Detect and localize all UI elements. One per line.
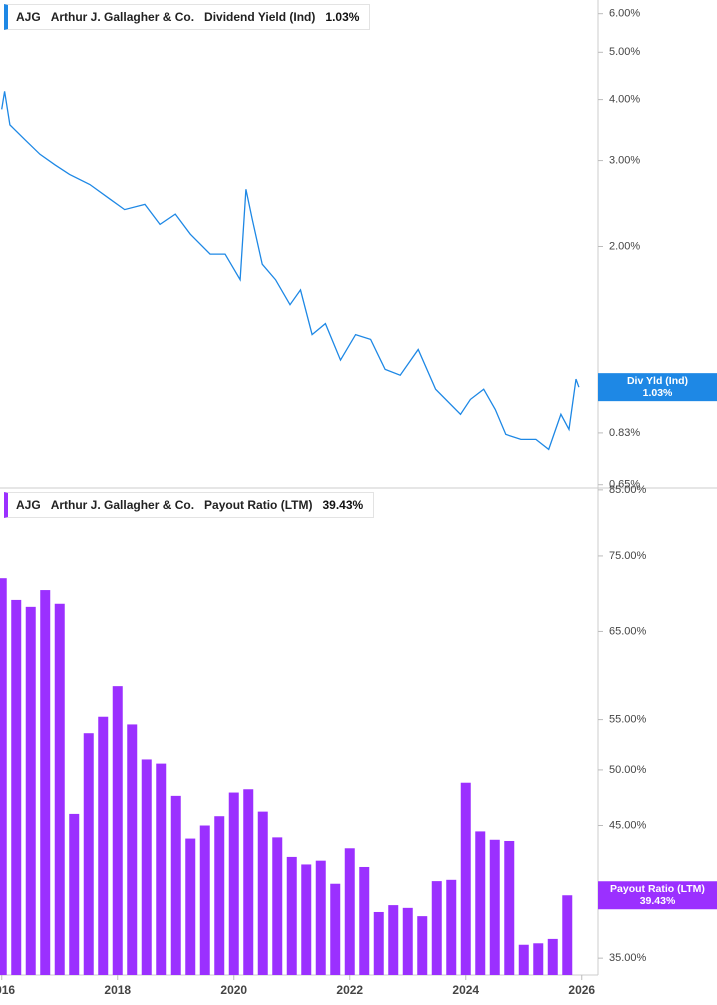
bar <box>25 606 36 975</box>
y-tick-label: 3.00% <box>609 154 640 166</box>
metric: Dividend Yield (Ind) <box>204 10 316 24</box>
bar <box>11 599 22 975</box>
bar <box>504 840 515 975</box>
bar <box>330 883 341 975</box>
company: Arthur J. Gallagher & Co. <box>50 498 195 512</box>
x-tick-label: 2024 <box>452 983 479 997</box>
y-tick-label: 0.65% <box>609 479 640 491</box>
y-tick-label: 55.00% <box>609 714 647 726</box>
value-tag <box>598 881 717 910</box>
y-tick-label: 75.00% <box>609 550 647 562</box>
bar <box>243 789 254 975</box>
bar <box>214 816 225 975</box>
company: Arthur J. Gallagher & Co. <box>50 10 195 24</box>
legend: AJG Arthur J. Gallagher & Co. Dividend Y… <box>4 4 371 30</box>
bar <box>301 864 312 975</box>
bar <box>199 825 210 975</box>
bar <box>547 938 558 975</box>
x-tick-label: 2020 <box>220 983 247 997</box>
bar <box>388 905 399 975</box>
y-tick-label: 6.00% <box>609 8 640 20</box>
bar <box>475 831 486 975</box>
ticker: AJG <box>16 10 41 24</box>
bar <box>40 590 51 975</box>
bar <box>373 911 384 975</box>
bar <box>489 839 500 975</box>
tag-value: 39.43% <box>640 895 676 907</box>
bar <box>127 724 138 975</box>
bar <box>112 686 123 975</box>
metric: Payout Ratio (LTM) <box>204 498 313 512</box>
yield-line <box>1 91 580 451</box>
y-tick-label: 4.00% <box>609 94 640 106</box>
bar <box>518 944 529 975</box>
y-tick-label: 45.00% <box>609 819 647 831</box>
legend: AJG Arthur J. Gallagher & Co. Payout Rat… <box>4 492 375 518</box>
bar <box>83 733 94 975</box>
bar <box>315 860 326 975</box>
bar <box>533 943 544 975</box>
bar <box>228 792 239 975</box>
y-tick-label: 50.00% <box>609 764 647 776</box>
bar <box>170 795 181 975</box>
bar <box>98 716 109 975</box>
bar <box>185 838 196 975</box>
x-tick-label: 2022 <box>336 983 363 997</box>
tag-value: 1.03% <box>643 387 673 399</box>
bar <box>417 916 428 975</box>
bar <box>460 782 471 975</box>
legend-value: 39.43% <box>322 498 364 512</box>
bar <box>257 811 268 975</box>
bar <box>402 907 413 975</box>
bar <box>431 881 442 975</box>
value-tag <box>598 373 717 402</box>
x-tick-label: 2016 <box>0 983 15 997</box>
y-tick-label: 65.00% <box>609 625 647 637</box>
y-tick-label: 85.00% <box>609 484 647 496</box>
tag-name: Div Yld (Ind) <box>627 375 688 387</box>
bar <box>286 856 297 975</box>
bar <box>156 763 167 975</box>
bar <box>446 879 457 975</box>
x-tick-label: 2026 <box>568 983 595 997</box>
bar <box>344 848 355 975</box>
tag-name: Payout Ratio (LTM) <box>610 883 705 895</box>
x-tick-label: 2018 <box>104 983 131 997</box>
bar <box>272 837 283 975</box>
y-tick-label: 2.00% <box>609 240 640 252</box>
bar <box>562 895 573 975</box>
bar <box>54 603 65 975</box>
bar <box>141 759 152 975</box>
ticker: AJG <box>16 498 41 512</box>
y-tick-label: 5.00% <box>609 46 640 58</box>
legend-value: 1.03% <box>325 10 360 24</box>
y-tick-label: 35.00% <box>609 952 647 964</box>
y-tick-label: 0.83% <box>609 427 640 439</box>
bar <box>69 813 80 975</box>
bar <box>359 866 370 975</box>
bar <box>0 578 7 975</box>
